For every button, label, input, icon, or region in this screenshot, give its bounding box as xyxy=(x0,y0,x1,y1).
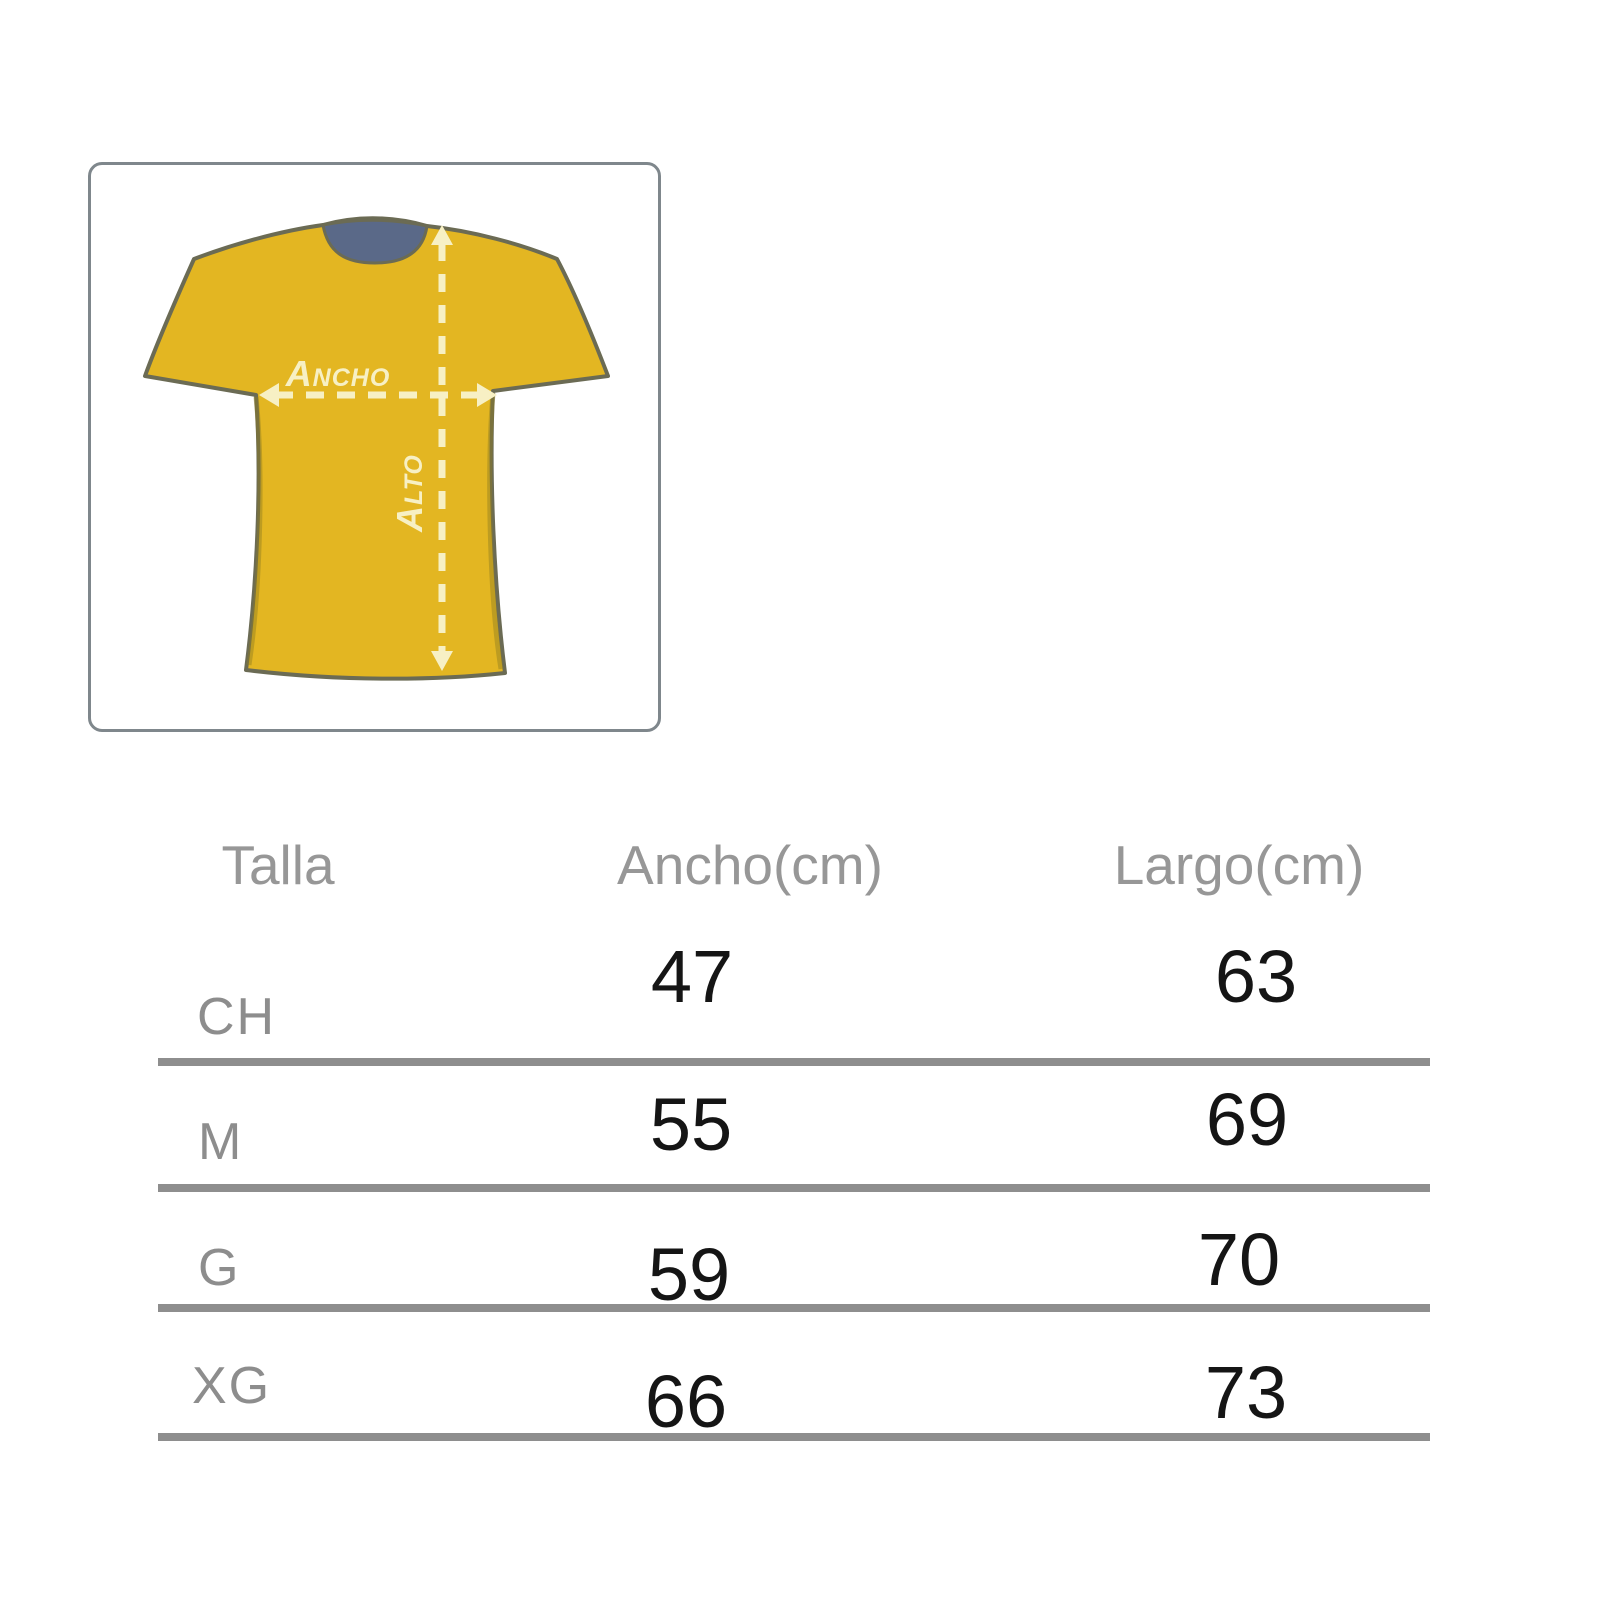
cell-ancho-value: 59 xyxy=(647,1233,731,1316)
row-divider xyxy=(158,1184,1430,1192)
cell-size-label: CH xyxy=(197,988,277,1046)
col-header-ancho: Ancho(cm) xyxy=(617,834,883,896)
right-seam-shade xyxy=(487,392,504,670)
height-arrow-top-head xyxy=(431,225,453,245)
left-seam-shade xyxy=(246,396,263,666)
cell-largo-value: 63 xyxy=(1214,935,1298,1018)
collar-shape xyxy=(321,218,429,265)
tshirt-icon: Ancho Alto xyxy=(143,216,610,681)
tshirt-body-shape xyxy=(143,216,610,681)
cell-size-label: XG xyxy=(192,1357,272,1415)
row-divider xyxy=(158,1433,1430,1441)
row-divider xyxy=(158,1304,1430,1312)
row-divider xyxy=(158,1058,1430,1066)
width-label: Ancho xyxy=(285,353,391,394)
width-arrow-left-head xyxy=(259,383,279,407)
height-arrow-bottom-head xyxy=(431,651,453,671)
width-arrow-right-head xyxy=(477,383,497,407)
height-label: Alto xyxy=(389,454,430,533)
cell-largo-value: 73 xyxy=(1204,1351,1288,1434)
col-header-largo: Largo(cm) xyxy=(1113,834,1365,896)
cell-largo-value: 70 xyxy=(1197,1218,1281,1301)
cell-size-label: M xyxy=(198,1113,244,1171)
cell-size-label: G xyxy=(198,1239,241,1297)
cell-ancho-value: 66 xyxy=(644,1360,728,1443)
col-header-talla: Talla xyxy=(221,834,335,896)
cell-ancho-value: 55 xyxy=(649,1083,733,1166)
cell-largo-value: 69 xyxy=(1205,1078,1289,1161)
cell-ancho-value: 47 xyxy=(650,935,734,1018)
tshirt-diagram-box: Ancho Alto xyxy=(88,162,661,732)
